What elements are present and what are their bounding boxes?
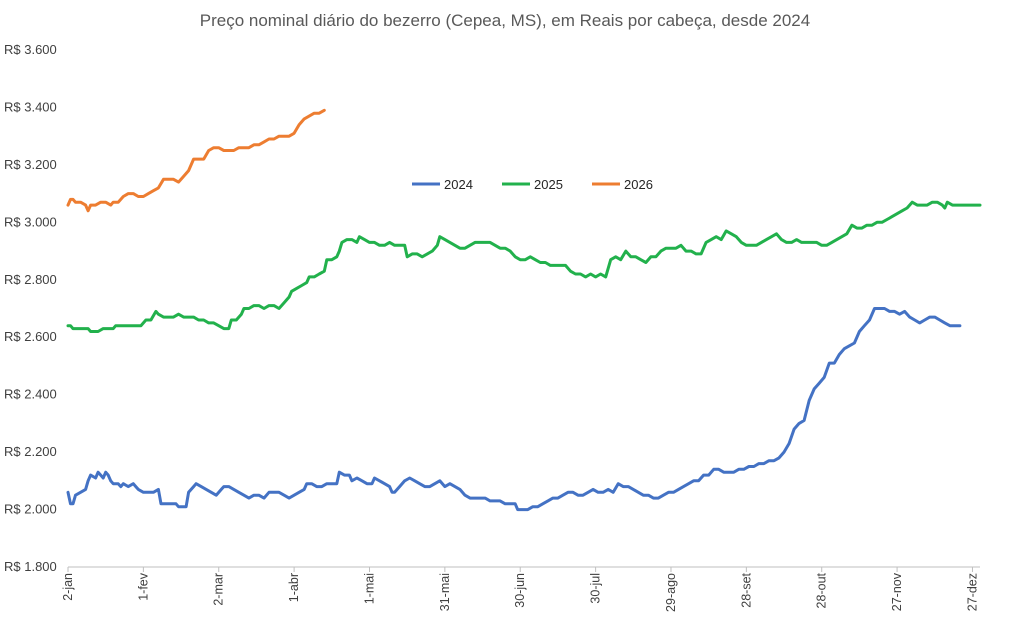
x-tick-label: 27-nov <box>890 572 904 611</box>
x-axis: 2-jan 1-fev 2-mar 1-abr 1-mai 31-mai 30-jun 30-… <box>61 566 980 612</box>
chart-title: Preço nominal diário do bezerro (Cepea, … <box>200 11 810 30</box>
x-tick-label: 30-jul <box>589 573 603 604</box>
x-tick-label: 29-ago <box>664 573 678 612</box>
y-tick-label: R$ 3.400 <box>4 99 57 114</box>
x-tick-label: 28-out <box>815 572 829 608</box>
x-tick-label: 1-mai <box>362 573 376 604</box>
x-tick-label: 27-dez <box>965 573 979 611</box>
x-tick-label: 2-jan <box>61 573 75 601</box>
legend-label: 2025 <box>534 177 563 192</box>
y-tick-label: R$ 3.600 <box>4 42 57 57</box>
y-axis: R$ 1.800 R$ 2.000 R$ 2.200 R$ 2.400 R$ 2.600… <box>4 42 57 574</box>
legend-label: 2024 <box>444 177 473 192</box>
x-tick-label: 1-abr <box>287 573 301 602</box>
x-tick-label: 2-mar <box>212 573 226 606</box>
legend-item-2024: 2024 <box>412 177 473 192</box>
series-lines <box>66 108 982 512</box>
y-tick-label: R$ 3.000 <box>4 214 57 229</box>
x-tick-label: 30-jun <box>513 573 527 608</box>
y-tick-label: R$ 2.600 <box>4 329 57 344</box>
legend: 2024 2025 2026 <box>412 177 653 192</box>
x-tick-label: 31-mai <box>438 573 452 611</box>
y-tick-label: R$ 2.800 <box>4 272 57 287</box>
legend-label: 2026 <box>624 177 653 192</box>
series-line-2025 <box>66 200 982 333</box>
series-line-2026 <box>66 108 326 213</box>
y-tick-label: R$ 2.200 <box>4 444 57 459</box>
series-line-2024 <box>66 307 962 512</box>
y-tick-label: R$ 1.800 <box>4 559 57 574</box>
x-tick-label: 28-set <box>739 572 753 607</box>
legend-item-2025: 2025 <box>502 177 563 192</box>
y-tick-label: R$ 2.000 <box>4 502 57 517</box>
x-tick-label: 1-fev <box>136 572 150 601</box>
y-tick-label: R$ 3.200 <box>4 157 57 172</box>
y-tick-label: R$ 2.400 <box>4 387 57 402</box>
legend-item-2026: 2026 <box>592 177 653 192</box>
